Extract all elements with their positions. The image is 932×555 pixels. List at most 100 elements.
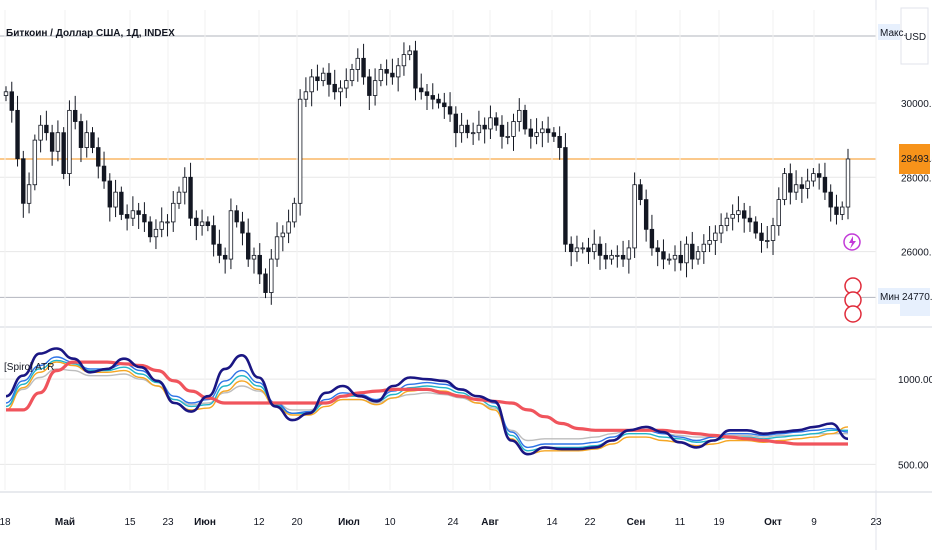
candle[interactable] (638, 179, 643, 206)
candle[interactable] (759, 223, 764, 253)
candle[interactable] (447, 92, 453, 122)
candle[interactable] (459, 112, 464, 143)
candle[interactable] (724, 212, 730, 232)
candle[interactable] (130, 196, 136, 226)
candle[interactable] (765, 225, 770, 249)
candle[interactable] (251, 247, 257, 274)
candle[interactable] (90, 127, 95, 154)
candle[interactable] (626, 240, 632, 274)
candle[interactable] (171, 191, 176, 232)
candle[interactable] (770, 217, 776, 255)
us-flag-event-icon-3[interactable] (844, 305, 862, 323)
candle[interactable] (3, 86, 9, 102)
candle[interactable] (793, 170, 799, 200)
candle[interactable] (505, 121, 510, 145)
candle[interactable] (586, 237, 591, 264)
candle[interactable] (465, 119, 470, 139)
candle[interactable] (309, 69, 314, 107)
spiro-atr-line[interactable] (5, 347, 849, 456)
candle[interactable] (344, 68, 349, 99)
indicator-title[interactable]: [Spiro] ATR (4, 362, 54, 373)
candle[interactable] (782, 168, 787, 206)
candle[interactable] (476, 110, 482, 141)
candle[interactable] (378, 63, 384, 87)
candle[interactable] (805, 168, 810, 199)
candle[interactable] (55, 120, 61, 162)
candle[interactable] (113, 179, 118, 218)
candle[interactable] (26, 172, 32, 214)
candle[interactable] (713, 225, 718, 255)
candle[interactable] (407, 45, 412, 61)
currency-box[interactable] (900, 7, 929, 65)
candle[interactable] (194, 210, 199, 241)
candle[interactable] (788, 163, 793, 205)
candle[interactable] (563, 133, 568, 253)
candle[interactable] (528, 118, 534, 149)
candle[interactable] (78, 113, 84, 163)
candle[interactable] (470, 122, 476, 145)
candle[interactable] (603, 243, 608, 270)
candle[interactable] (413, 40, 418, 101)
candle[interactable] (672, 245, 678, 272)
candle[interactable] (701, 234, 707, 264)
candle[interactable] (246, 218, 251, 267)
candle[interactable] (147, 216, 153, 243)
candle[interactable] (320, 67, 326, 87)
candle[interactable] (234, 205, 239, 228)
candle[interactable] (240, 211, 245, 246)
candle[interactable] (153, 219, 159, 250)
candle[interactable] (390, 58, 395, 85)
candle[interactable] (119, 186, 124, 221)
candle[interactable] (568, 236, 574, 267)
candle[interactable] (292, 197, 297, 228)
candle[interactable] (355, 48, 360, 82)
candle[interactable] (338, 80, 343, 107)
candle[interactable] (430, 83, 435, 110)
candle[interactable] (199, 209, 205, 236)
candle[interactable] (776, 187, 781, 236)
candle[interactable] (545, 116, 551, 143)
candle[interactable] (747, 205, 753, 232)
candle[interactable] (217, 229, 222, 264)
atr-series-group[interactable] (5, 347, 849, 456)
candle[interactable] (384, 59, 389, 86)
candle[interactable] (182, 167, 187, 205)
candle[interactable] (442, 92, 447, 119)
candle[interactable] (620, 240, 626, 267)
candle[interactable] (67, 100, 72, 186)
candle[interactable] (718, 213, 724, 244)
candle[interactable] (649, 214, 655, 256)
candle[interactable] (684, 236, 689, 278)
candle[interactable] (211, 215, 216, 257)
candle[interactable] (799, 176, 805, 203)
candle[interactable] (274, 222, 280, 267)
atr-red-line[interactable] (6, 360, 848, 446)
candle[interactable] (9, 81, 14, 123)
candle[interactable] (315, 64, 320, 91)
candle[interactable] (367, 69, 372, 111)
candle[interactable] (499, 115, 505, 149)
candle[interactable] (165, 214, 170, 237)
candle[interactable] (228, 198, 234, 270)
atr-gray-line[interactable] (5, 368, 848, 442)
candle[interactable] (534, 118, 539, 145)
candle[interactable] (424, 83, 430, 111)
candle[interactable] (655, 240, 660, 267)
candle[interactable] (15, 95, 20, 167)
candle[interactable] (257, 243, 262, 284)
candle[interactable] (551, 127, 557, 142)
candle[interactable] (643, 189, 649, 242)
atr-blue-line[interactable] (5, 356, 849, 449)
candle[interactable] (222, 247, 228, 274)
candle[interactable] (667, 253, 672, 265)
candle[interactable] (834, 194, 839, 225)
candle[interactable] (517, 98, 522, 132)
candle[interactable] (540, 121, 545, 148)
candle[interactable] (44, 110, 49, 141)
candle[interactable] (159, 207, 164, 238)
candle[interactable] (297, 89, 303, 216)
candle[interactable] (736, 196, 741, 223)
candle[interactable] (436, 93, 441, 109)
candle[interactable] (38, 115, 43, 153)
candle[interactable] (21, 150, 26, 218)
